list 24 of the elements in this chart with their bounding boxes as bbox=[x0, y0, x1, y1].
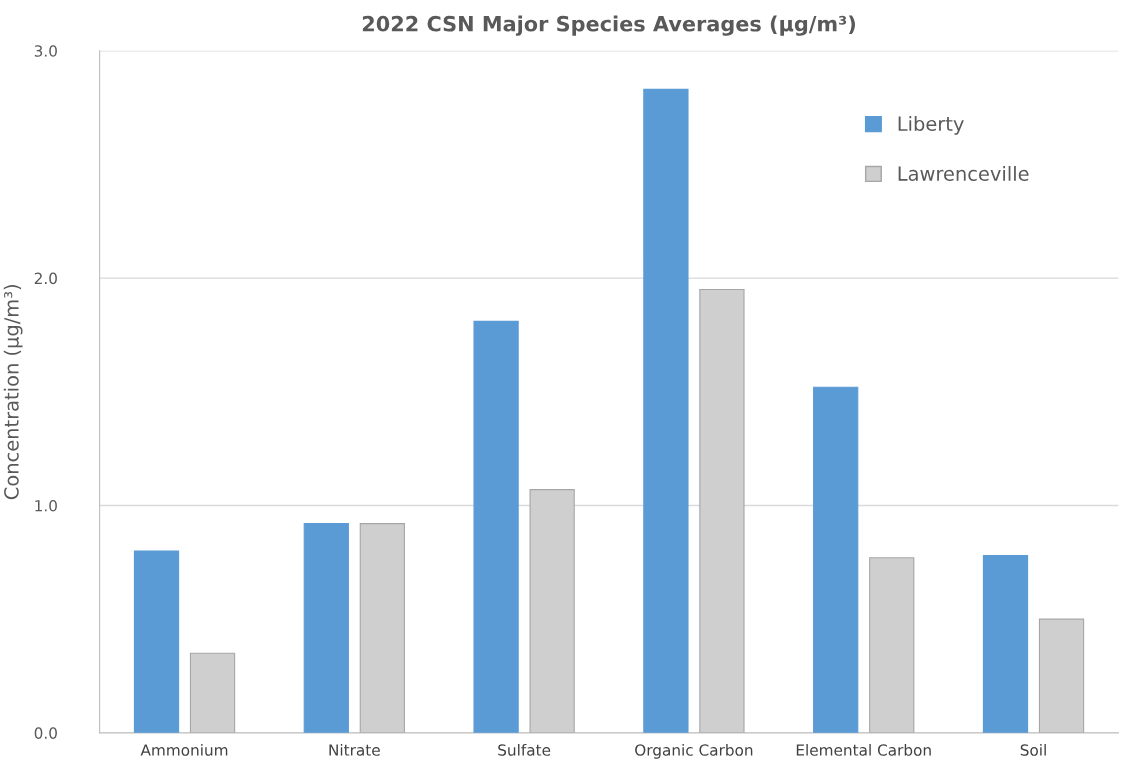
y-tick-label: 0.0 bbox=[34, 727, 57, 739]
y-tick-label: 1.0 bbox=[35, 499, 57, 512]
bar bbox=[982, 554, 1029, 733]
x-tick-label: Ammonium bbox=[140, 743, 228, 756]
bar bbox=[133, 550, 180, 733]
bar bbox=[473, 320, 519, 733]
bar bbox=[869, 557, 915, 733]
y-axis-title: Concentration (µg/m³) bbox=[3, 285, 23, 500]
bar bbox=[643, 88, 689, 733]
bar bbox=[1038, 618, 1085, 733]
x-tick-label: Nitrate bbox=[329, 743, 380, 756]
y-tick-label: 3.0 bbox=[34, 45, 57, 57]
x-tick-label: Elemental Carbon bbox=[796, 743, 931, 756]
x-tick-label: Organic Carbon bbox=[635, 743, 753, 759]
bar bbox=[359, 523, 405, 733]
bar bbox=[303, 523, 349, 733]
x-tick-label: Sulfate bbox=[498, 743, 551, 756]
y-tick-label: 2.0 bbox=[34, 272, 57, 285]
legend-label: Liberty bbox=[898, 116, 964, 135]
bar bbox=[813, 386, 859, 733]
legend-label: Lawrenceville bbox=[898, 165, 1029, 181]
x-tick-label: Soil bbox=[1020, 743, 1046, 756]
chart-title: 2022 CSN Major Species Averages (µg/m³) bbox=[362, 15, 855, 36]
bar bbox=[189, 652, 236, 733]
